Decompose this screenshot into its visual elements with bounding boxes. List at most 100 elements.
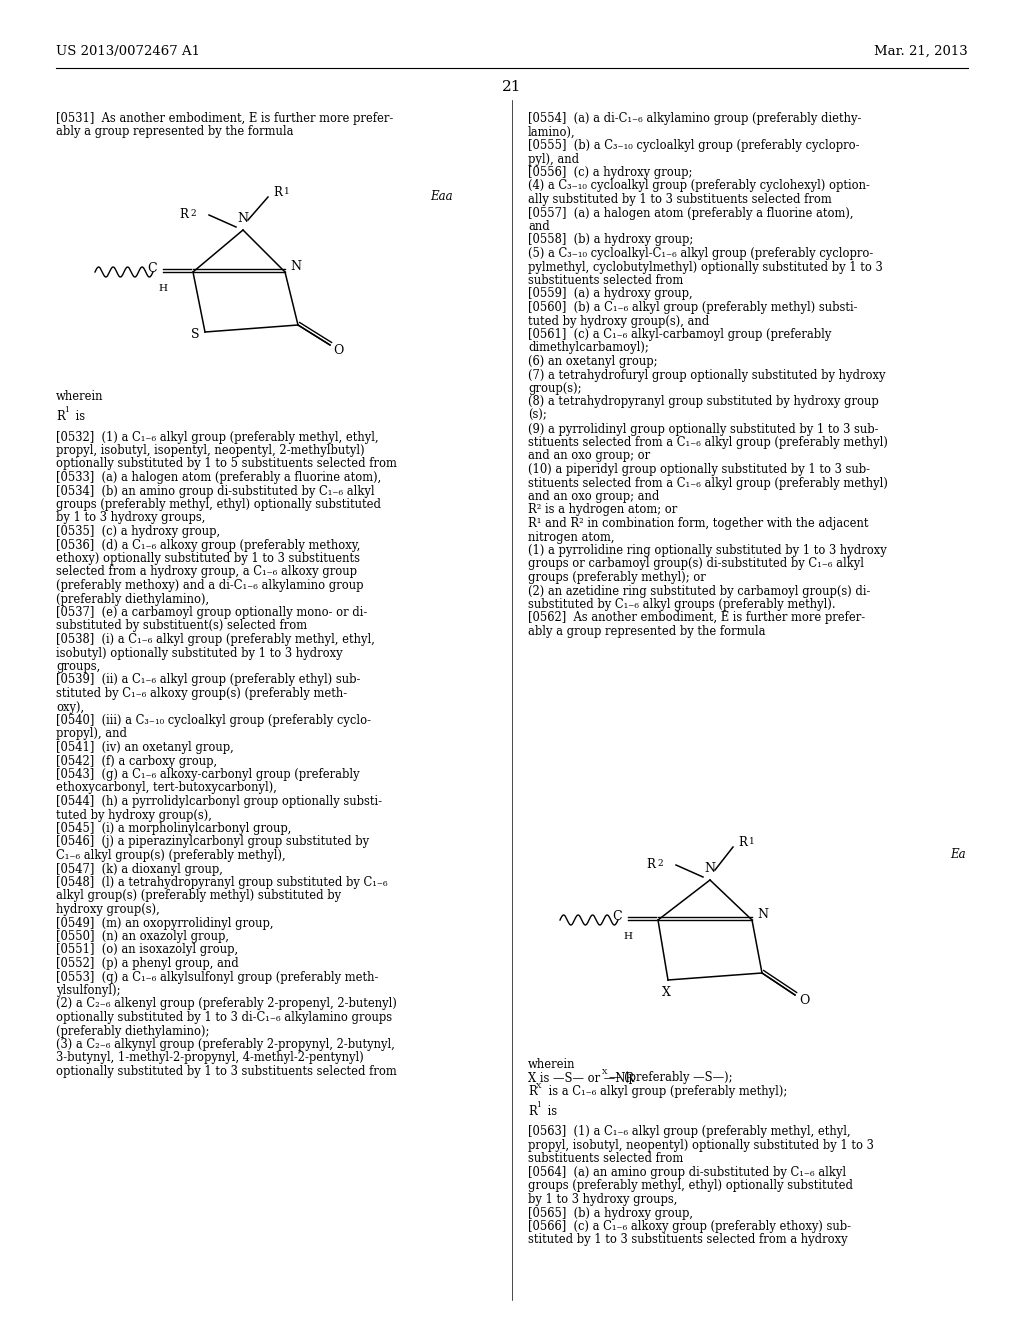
Text: [0553]  (q) a C₁₋₆ alkylsulfonyl group (preferably meth-: [0553] (q) a C₁₋₆ alkylsulfonyl group (p… — [56, 970, 379, 983]
Text: alkyl group(s) (preferably methyl) substituted by: alkyl group(s) (preferably methyl) subst… — [56, 890, 341, 903]
Text: pylmethyl, cyclobutylmethyl) optionally substituted by 1 to 3: pylmethyl, cyclobutylmethyl) optionally … — [528, 260, 883, 273]
Text: Ea: Ea — [950, 847, 966, 861]
Text: isobutyl) optionally substituted by 1 to 3 hydroxy: isobutyl) optionally substituted by 1 to… — [56, 647, 343, 660]
Text: C: C — [147, 263, 157, 276]
Text: [0560]  (b) a C₁₋₆ alkyl group (preferably methyl) substi-: [0560] (b) a C₁₋₆ alkyl group (preferabl… — [528, 301, 857, 314]
Text: (2) an azetidine ring substituted by carbamoyl group(s) di-: (2) an azetidine ring substituted by car… — [528, 585, 870, 598]
Text: ethoxycarbonyl, tert-butoxycarbonyl),: ethoxycarbonyl, tert-butoxycarbonyl), — [56, 781, 276, 795]
Text: [0550]  (n) an oxazolyl group,: [0550] (n) an oxazolyl group, — [56, 931, 229, 942]
Text: [0552]  (p) a phenyl group, and: [0552] (p) a phenyl group, and — [56, 957, 239, 970]
Text: [0557]  (a) a halogen atom (preferably a fluorine atom),: [0557] (a) a halogen atom (preferably a … — [528, 206, 853, 219]
Text: (preferably methoxy) and a di-C₁₋₆ alkylamino group: (preferably methoxy) and a di-C₁₋₆ alkyl… — [56, 579, 364, 591]
Text: [0551]  (o) an isoxazolyl group,: [0551] (o) an isoxazolyl group, — [56, 944, 239, 957]
Text: N: N — [290, 260, 301, 273]
Text: H: H — [624, 932, 633, 941]
Text: 21: 21 — [502, 81, 522, 94]
Text: X: X — [602, 1068, 607, 1077]
Text: propyl), and: propyl), and — [56, 727, 127, 741]
Text: — (preferably —S—);: — (preferably —S—); — [609, 1072, 733, 1085]
Text: optionally substituted by 1 to 3 di-C₁₋₆ alkylamino groups: optionally substituted by 1 to 3 di-C₁₋₆… — [56, 1011, 392, 1024]
Text: (10) a piperidyl group optionally substituted by 1 to 3 sub-: (10) a piperidyl group optionally substi… — [528, 463, 870, 477]
Text: (3) a C₂₋₆ alkynyl group (preferably 2-propynyl, 2-butynyl,: (3) a C₂₋₆ alkynyl group (preferably 2-p… — [56, 1038, 395, 1051]
Text: [0554]  (a) a di-C₁₋₆ alkylamino group (preferably diethy-: [0554] (a) a di-C₁₋₆ alkylamino group (p… — [528, 112, 861, 125]
Text: ylsulfonyl);: ylsulfonyl); — [56, 983, 121, 997]
Text: R: R — [179, 209, 187, 222]
Text: O: O — [799, 994, 809, 1006]
Text: ethoxy) optionally substituted by 1 to 3 substituents: ethoxy) optionally substituted by 1 to 3… — [56, 552, 360, 565]
Text: propyl, isobutyl, neopentyl) optionally substituted by 1 to 3: propyl, isobutyl, neopentyl) optionally … — [528, 1139, 873, 1152]
Text: groups,: groups, — [56, 660, 100, 673]
Text: ably a group represented by the formula: ably a group represented by the formula — [56, 125, 294, 139]
Text: (4) a C₃₋₁₀ cycloalkyl group (preferably cyclohexyl) option-: (4) a C₃₋₁₀ cycloalkyl group (preferably… — [528, 180, 869, 193]
Text: Eaa: Eaa — [430, 190, 453, 203]
Text: by 1 to 3 hydroxy groups,: by 1 to 3 hydroxy groups, — [528, 1193, 677, 1206]
Text: N: N — [705, 862, 716, 875]
Text: Mar. 21, 2013: Mar. 21, 2013 — [874, 45, 968, 58]
Text: groups (preferably methyl, ethyl) optionally substituted: groups (preferably methyl, ethyl) option… — [528, 1180, 853, 1192]
Text: oxy),: oxy), — [56, 701, 84, 714]
Text: wherein: wherein — [528, 1059, 575, 1071]
Text: [0549]  (m) an oxopyrrolidinyl group,: [0549] (m) an oxopyrrolidinyl group, — [56, 916, 273, 929]
Text: (5) a C₃₋₁₀ cycloalkyl-C₁₋₆ alkyl group (preferably cyclopro-: (5) a C₃₋₁₀ cycloalkyl-C₁₋₆ alkyl group … — [528, 247, 873, 260]
Text: 1: 1 — [749, 837, 755, 846]
Text: is: is — [544, 1105, 557, 1118]
Text: [0531]  As another embodiment, E is further more prefer-: [0531] As another embodiment, E is furth… — [56, 112, 393, 125]
Text: tuted by hydroxy group(s),: tuted by hydroxy group(s), — [56, 808, 212, 821]
Text: [0547]  (k) a dioxanyl group,: [0547] (k) a dioxanyl group, — [56, 862, 223, 875]
Text: [0563]  (1) a C₁₋₆ alkyl group (preferably methyl, ethyl,: [0563] (1) a C₁₋₆ alkyl group (preferabl… — [528, 1126, 851, 1138]
Text: R: R — [738, 836, 746, 849]
Text: [0537]  (e) a carbamoyl group optionally mono- or di-: [0537] (e) a carbamoyl group optionally … — [56, 606, 368, 619]
Text: groups (preferably methyl); or: groups (preferably methyl); or — [528, 572, 706, 583]
Text: 2: 2 — [190, 209, 196, 218]
Text: and an oxo group; or: and an oxo group; or — [528, 450, 650, 462]
Text: stituted by 1 to 3 substituents selected from a hydroxy: stituted by 1 to 3 substituents selected… — [528, 1233, 848, 1246]
Text: (s);: (s); — [528, 409, 547, 422]
Text: is: is — [72, 411, 85, 424]
Text: ally substituted by 1 to 3 substituents selected from: ally substituted by 1 to 3 substituents … — [528, 193, 831, 206]
Text: [0558]  (b) a hydroxy group;: [0558] (b) a hydroxy group; — [528, 234, 693, 247]
Text: [0556]  (c) a hydroxy group;: [0556] (c) a hydroxy group; — [528, 166, 692, 180]
Text: [0534]  (b) an amino group di-substituted by C₁₋₆ alkyl: [0534] (b) an amino group di-substituted… — [56, 484, 375, 498]
Text: R¹ and R² in combination form, together with the adjacent: R¹ and R² in combination form, together … — [528, 517, 868, 531]
Text: [0561]  (c) a C₁₋₆ alkyl-carbamoyl group (preferably: [0561] (c) a C₁₋₆ alkyl-carbamoyl group … — [528, 327, 831, 341]
Text: N: N — [757, 908, 768, 921]
Text: hydroxy group(s),: hydroxy group(s), — [56, 903, 160, 916]
Text: [0565]  (b) a hydroxy group,: [0565] (b) a hydroxy group, — [528, 1206, 693, 1220]
Text: (7) a tetrahydrofuryl group optionally substituted by hydroxy: (7) a tetrahydrofuryl group optionally s… — [528, 368, 886, 381]
Text: [0542]  (f) a carboxy group,: [0542] (f) a carboxy group, — [56, 755, 217, 767]
Text: stituents selected from a C₁₋₆ alkyl group (preferably methyl): stituents selected from a C₁₋₆ alkyl gro… — [528, 477, 888, 490]
Text: [0545]  (i) a morpholinylcarbonyl group,: [0545] (i) a morpholinylcarbonyl group, — [56, 822, 292, 836]
Text: [0538]  (i) a C₁₋₆ alkyl group (preferably methyl, ethyl,: [0538] (i) a C₁₋₆ alkyl group (preferabl… — [56, 634, 375, 645]
Text: H: H — [159, 284, 168, 293]
Text: group(s);: group(s); — [528, 381, 582, 395]
Text: 1: 1 — [536, 1101, 541, 1109]
Text: substituents selected from: substituents selected from — [528, 1152, 683, 1166]
Text: (2) a C₂₋₆ alkenyl group (preferably 2-propenyl, 2-butenyl): (2) a C₂₋₆ alkenyl group (preferably 2-p… — [56, 998, 397, 1011]
Text: optionally substituted by 1 to 5 substituents selected from: optionally substituted by 1 to 5 substit… — [56, 458, 397, 470]
Text: [0532]  (1) a C₁₋₆ alkyl group (preferably methyl, ethyl,: [0532] (1) a C₁₋₆ alkyl group (preferabl… — [56, 430, 379, 444]
Text: C: C — [612, 911, 622, 924]
Text: [0555]  (b) a C₃₋₁₀ cycloalkyl group (preferably cyclopro-: [0555] (b) a C₃₋₁₀ cycloalkyl group (pre… — [528, 139, 859, 152]
Text: groups or carbamoyl group(s) di-substituted by C₁₋₆ alkyl: groups or carbamoyl group(s) di-substitu… — [528, 557, 864, 570]
Text: R: R — [528, 1085, 537, 1098]
Text: by 1 to 3 hydroxy groups,: by 1 to 3 hydroxy groups, — [56, 511, 206, 524]
Text: N: N — [238, 213, 249, 224]
Text: [0533]  (a) a halogen atom (preferably a fluorine atom),: [0533] (a) a halogen atom (preferably a … — [56, 471, 381, 484]
Text: substituents selected from: substituents selected from — [528, 275, 683, 286]
Text: dimethylcarbamoyl);: dimethylcarbamoyl); — [528, 342, 649, 355]
Text: [0546]  (j) a piperazinylcarbonyl group substituted by: [0546] (j) a piperazinylcarbonyl group s… — [56, 836, 369, 849]
Text: X: X — [536, 1082, 542, 1090]
Text: S: S — [190, 329, 200, 342]
Text: O: O — [333, 343, 343, 356]
Text: 1: 1 — [284, 187, 290, 195]
Text: wherein: wherein — [56, 389, 103, 403]
Text: R: R — [646, 858, 655, 871]
Text: [0544]  (h) a pyrrolidylcarbonyl group optionally substi-: [0544] (h) a pyrrolidylcarbonyl group op… — [56, 795, 382, 808]
Text: (6) an oxetanyl group;: (6) an oxetanyl group; — [528, 355, 657, 368]
Text: (1) a pyrrolidine ring optionally substituted by 1 to 3 hydroxy: (1) a pyrrolidine ring optionally substi… — [528, 544, 887, 557]
Text: optionally substituted by 1 to 3 substituents selected from: optionally substituted by 1 to 3 substit… — [56, 1065, 396, 1078]
Text: [0543]  (g) a C₁₋₆ alkoxy-carbonyl group (preferably: [0543] (g) a C₁₋₆ alkoxy-carbonyl group … — [56, 768, 359, 781]
Text: lamino),: lamino), — [528, 125, 575, 139]
Text: R² is a hydrogen atom; or: R² is a hydrogen atom; or — [528, 503, 677, 516]
Text: 3-butynyl, 1-methyl-2-propynyl, 4-methyl-2-pentynyl): 3-butynyl, 1-methyl-2-propynyl, 4-methyl… — [56, 1052, 364, 1064]
